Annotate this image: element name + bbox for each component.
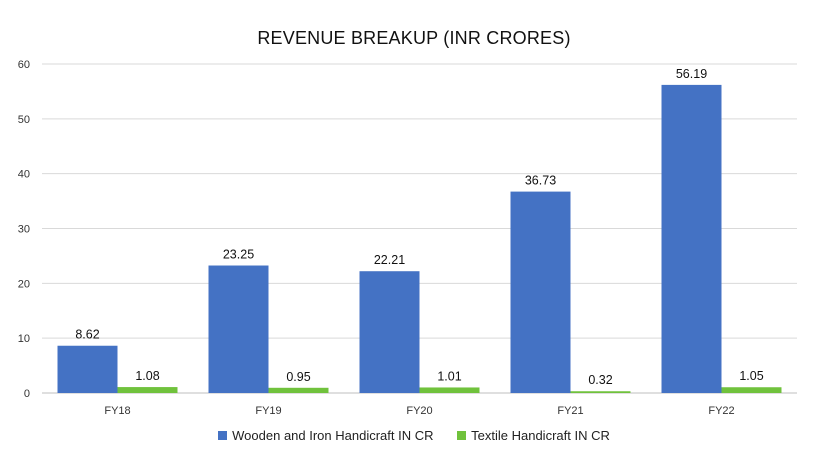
- legend-swatch-textile: [457, 431, 467, 440]
- y-tick-label: 50: [18, 114, 30, 126]
- bar-wooden: [359, 271, 420, 393]
- x-tick-label: FY20: [406, 405, 432, 417]
- legend-label-textile: Textile Handicraft IN CR: [471, 428, 610, 443]
- data-label: 22.21: [374, 253, 405, 267]
- data-label: 1.01: [437, 369, 461, 383]
- bar-wooden: [57, 345, 118, 393]
- data-label: 8.62: [75, 328, 99, 342]
- bar-textile: [570, 391, 631, 393]
- bar-textile: [721, 387, 782, 393]
- y-tick-label: 30: [18, 224, 30, 236]
- bar-wooden: [661, 84, 722, 393]
- data-label: 0.95: [286, 370, 310, 384]
- data-label: 23.25: [223, 248, 254, 262]
- legend-item-textile: Textile Handicraft IN CR: [457, 428, 610, 443]
- legend-label-wooden: Wooden and Iron Handicraft IN CR: [232, 428, 434, 443]
- data-label: 0.32: [588, 373, 612, 387]
- data-label: 1.05: [739, 369, 763, 383]
- bar-wooden: [510, 191, 571, 393]
- y-tick-label: 10: [18, 333, 30, 345]
- y-tick-label: 60: [18, 59, 30, 71]
- x-tick-label: FY21: [557, 405, 583, 417]
- x-tick-label: FY18: [104, 405, 130, 417]
- data-label: 1.08: [135, 369, 159, 383]
- chart-title: REVENUE BREAKUP (INR CRORES): [257, 28, 571, 48]
- bar-textile: [117, 387, 178, 393]
- legend-swatch-wooden: [218, 431, 228, 440]
- legend-item-wooden: Wooden and Iron Handicraft IN CR: [218, 428, 434, 443]
- legend: Wooden and Iron Handicraft IN CR Textile…: [0, 428, 828, 443]
- bar-wooden: [208, 265, 269, 393]
- x-tick-label: FY22: [708, 405, 734, 417]
- data-label: 36.73: [525, 174, 556, 188]
- x-tick-label: FY19: [255, 405, 281, 417]
- y-tick-label: 40: [18, 169, 30, 181]
- y-tick-label: 0: [24, 388, 30, 400]
- y-tick-label: 20: [18, 278, 30, 290]
- data-label: 56.19: [676, 67, 707, 81]
- bar-textile: [419, 387, 480, 393]
- bar-textile: [268, 387, 329, 393]
